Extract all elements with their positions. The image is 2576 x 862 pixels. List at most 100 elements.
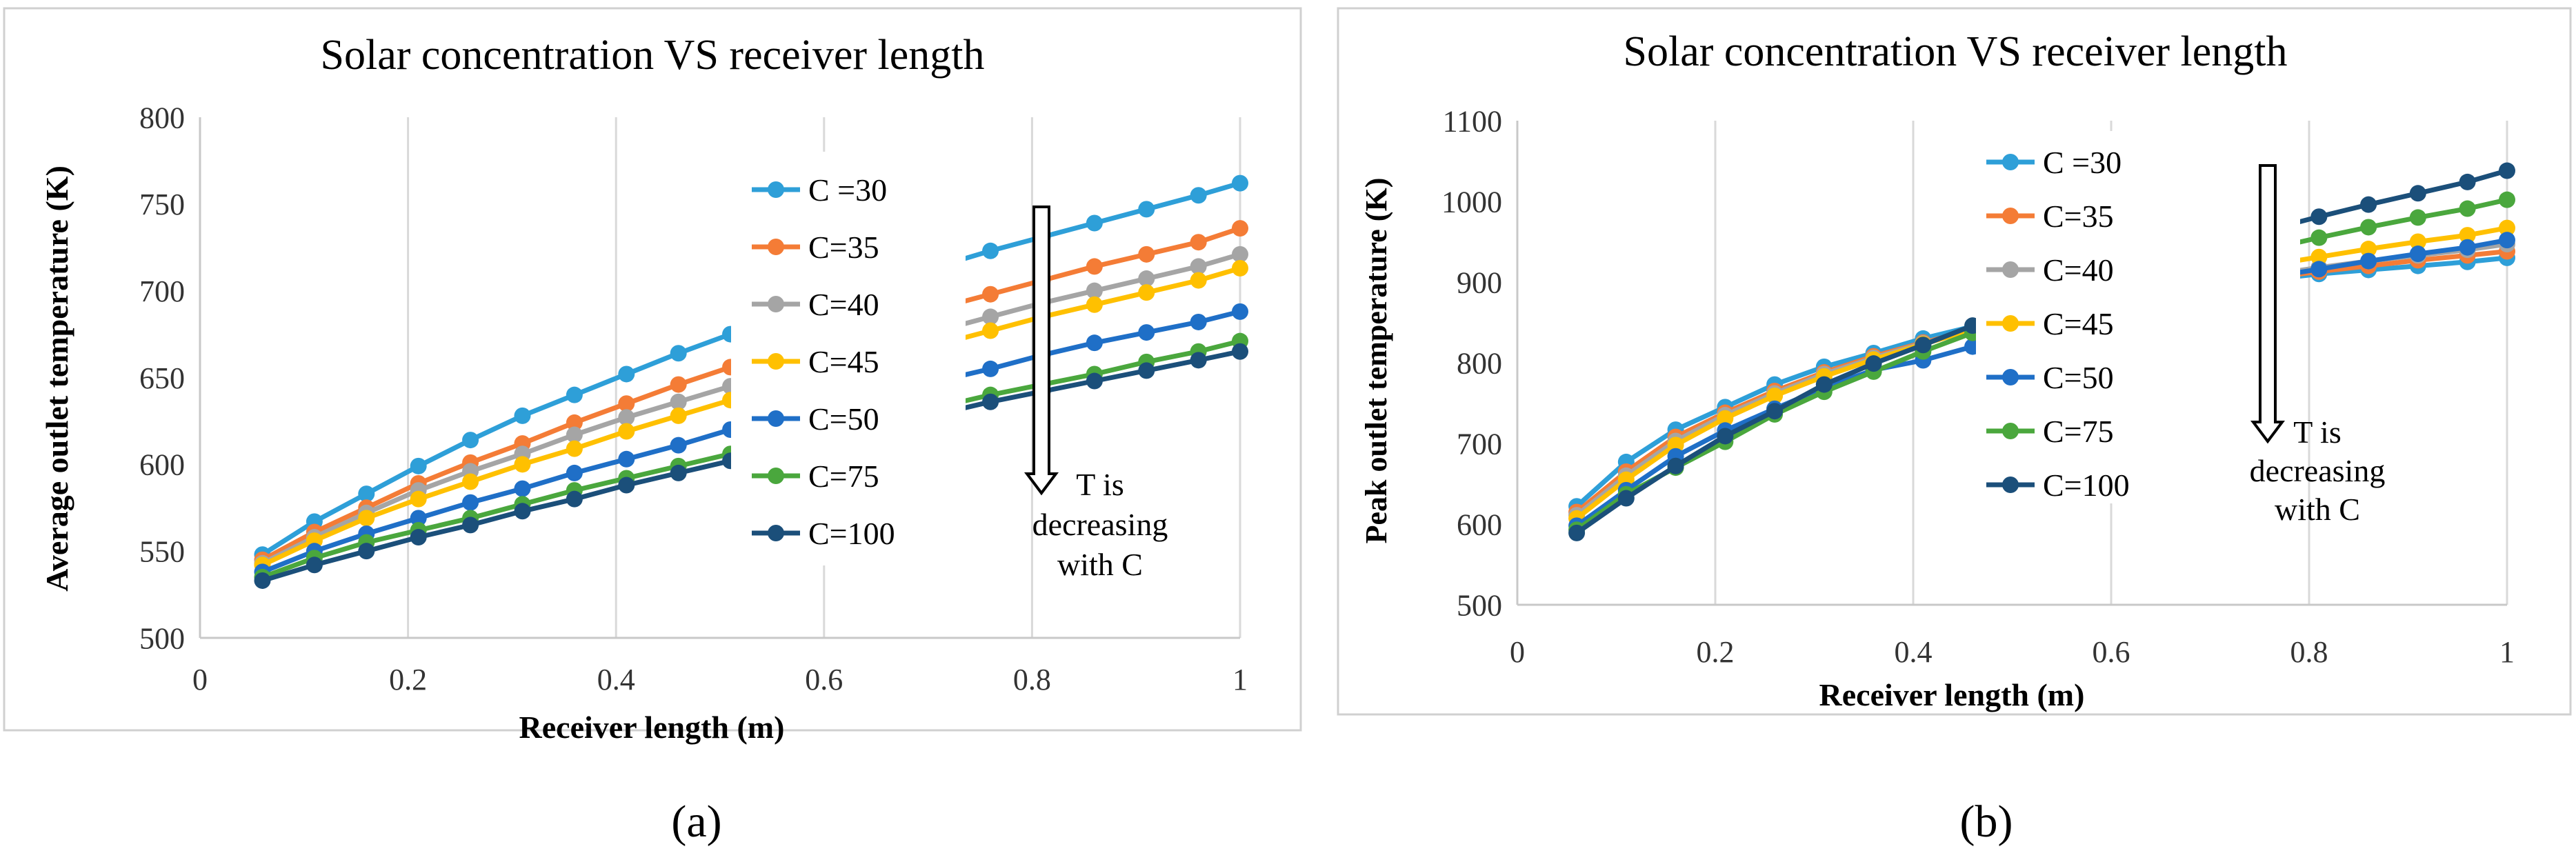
chart-b-data-point bbox=[2310, 229, 2328, 246]
chart-a-data-point bbox=[670, 393, 687, 410]
chart-b-y-tick-label: 800 bbox=[1457, 346, 1502, 380]
chart-a-data-point bbox=[618, 423, 635, 440]
chart-b-legend-label: C=100 bbox=[2043, 468, 2130, 503]
chart-a-data-point bbox=[982, 360, 999, 377]
chart-b-title: Solar concentration VS receiver length bbox=[1624, 28, 2288, 75]
chart-b-data-point bbox=[2499, 219, 2515, 237]
chart-a-data-point bbox=[982, 308, 999, 325]
chart-b-legend-marker bbox=[2002, 261, 2019, 278]
chart-b-data-point bbox=[2459, 227, 2476, 244]
chart-b-legend-label: C =30 bbox=[2043, 145, 2121, 180]
chart-a-annotation-text: T is bbox=[1076, 467, 1124, 502]
chart-b-legend-marker bbox=[2002, 154, 2019, 170]
chart-a-data-point bbox=[670, 437, 687, 454]
chart-a-legend-marker bbox=[768, 525, 784, 541]
chart-a-data-point bbox=[618, 409, 635, 426]
chart-b-data-point bbox=[2360, 252, 2377, 270]
chart-b-data-point bbox=[2310, 261, 2328, 278]
chart-b-x-tick-label: 1 bbox=[2499, 635, 2515, 669]
chart-a-x-ticks: 0 0.2 0.4 0.6 0.8 1 bbox=[192, 663, 1248, 696]
chart-b-legend: C =30 C=35 C=40 C=45 C=50 C=75 C=100 bbox=[1976, 131, 2300, 503]
chart-a-legend-item: C=50 bbox=[752, 401, 879, 437]
chart-b-annotation-text: with C bbox=[2275, 492, 2360, 527]
chart-b-legend-marker bbox=[2002, 208, 2019, 224]
chart-a-data-point bbox=[410, 529, 427, 546]
chart-b-legend-item: C =30 bbox=[1986, 145, 2121, 180]
chart-a-data-point bbox=[1138, 324, 1155, 341]
chart-b-legend-label: C=75 bbox=[2043, 414, 2114, 449]
chart-a-data-point bbox=[1086, 334, 1103, 352]
chart-b-legend-item: C=45 bbox=[1986, 306, 2114, 341]
chart-b-legend-item: C=100 bbox=[1986, 468, 2130, 503]
chart-a-data-point bbox=[982, 322, 999, 339]
chart-b-legend-item: C=40 bbox=[1986, 252, 2114, 288]
chart-a-legend-item: C=75 bbox=[752, 459, 879, 494]
chart-b-y-tick-label: 1000 bbox=[1441, 185, 1502, 219]
chart-a-data-point bbox=[1232, 245, 1248, 263]
chart-b-x-axis-label: Receiver length (m) bbox=[1819, 677, 2085, 712]
chart-a-x-tick-label: 0.8 bbox=[1013, 663, 1051, 696]
chart-a-data-point bbox=[566, 386, 583, 403]
chart-b-legend-marker bbox=[2002, 423, 2019, 439]
chart-b-data-point bbox=[2360, 196, 2377, 213]
chart-a-x-axis-label: Receiver length (m) bbox=[519, 710, 785, 745]
chart-a-data-point bbox=[1232, 303, 1248, 320]
chart-b-y-tick-label: 500 bbox=[1457, 588, 1502, 622]
chart-a-data-point bbox=[358, 485, 375, 503]
chart-a-data-point bbox=[670, 376, 687, 393]
chart-a-data-point bbox=[462, 517, 479, 534]
chart-a-data-point bbox=[410, 490, 427, 508]
chart-a-legend-item: C =30 bbox=[752, 172, 887, 208]
chart-b-data-point bbox=[1915, 337, 1932, 354]
chart-a-data-point bbox=[514, 456, 531, 473]
chart-b-data-point bbox=[2409, 233, 2426, 250]
chart-a-legend-item: C=100 bbox=[752, 516, 895, 551]
chart-b-legend-label: C=50 bbox=[2043, 360, 2114, 395]
chart-a-legend-label: C=50 bbox=[808, 401, 879, 437]
chart-a-data-point bbox=[1232, 174, 1248, 192]
chart-a-legend-label: C=40 bbox=[808, 287, 879, 322]
chart-a-data-point bbox=[1232, 220, 1248, 237]
chart-a-legend-marker bbox=[768, 239, 784, 255]
chart-a-data-point bbox=[566, 414, 583, 431]
chart-a-y-axis-label: Average outlet temperature (K) bbox=[39, 166, 74, 592]
chart-b-y-tick-label: 900 bbox=[1457, 265, 1502, 299]
chart-b-y-tick-label: 600 bbox=[1457, 508, 1502, 541]
chart-a-data-point bbox=[254, 572, 271, 589]
chart-b-data-point bbox=[1617, 490, 1635, 507]
chart-a-legend-marker bbox=[768, 468, 784, 484]
chart-a-data-point bbox=[306, 557, 323, 574]
chart-b-data-point bbox=[1667, 457, 1684, 474]
chart-a-data-point bbox=[1086, 214, 1103, 232]
chart-a-y-tick-label: 600 bbox=[139, 448, 185, 482]
chart-a-data-point bbox=[1190, 272, 1207, 289]
chart-b-y-tick-label: 1100 bbox=[1443, 104, 1502, 138]
chart-a-legend-marker bbox=[768, 181, 784, 198]
chart-a-data-point bbox=[618, 477, 635, 494]
chart-a-data-point bbox=[618, 395, 635, 412]
chart-b-legend-marker bbox=[2002, 477, 2019, 493]
chart-b-border bbox=[1337, 7, 2572, 716]
chart-a-data-point bbox=[1086, 258, 1103, 275]
chart-a-data-point bbox=[462, 473, 479, 490]
chart-panel-a: Solar concentration VS receiver length A… bbox=[3, 7, 1302, 745]
chart-b-x-tick-label: 0.8 bbox=[2290, 635, 2328, 669]
chart-a-data-point bbox=[1086, 296, 1103, 313]
chart-a-data-point bbox=[410, 510, 427, 527]
chart-a-x-tick-label: 0.4 bbox=[597, 663, 635, 696]
chart-b-annotation-text: T is bbox=[2293, 414, 2341, 450]
chart-a-x-tick-label: 0 bbox=[192, 663, 208, 696]
chart-b-data-point bbox=[2310, 248, 2328, 265]
chart-b-y-ticks: 500 600 700 800 900 1000 1100 bbox=[1441, 104, 1502, 622]
chart-b-data-point bbox=[2459, 239, 2476, 256]
chart-a-legend-marker bbox=[768, 410, 784, 427]
chart-a-legend-label: C=75 bbox=[808, 459, 879, 494]
chart-a-data-point bbox=[462, 494, 479, 511]
chart-a-data-point bbox=[1086, 372, 1103, 390]
chart-a-y-ticks: 500 550 600 650 700 750 800 bbox=[139, 101, 185, 655]
chart-a-legend-label: C =30 bbox=[808, 172, 887, 208]
chart-a-data-point bbox=[1232, 343, 1248, 360]
chart-a-y-tick-label: 750 bbox=[139, 188, 185, 221]
chart-a-data-point bbox=[618, 450, 635, 468]
